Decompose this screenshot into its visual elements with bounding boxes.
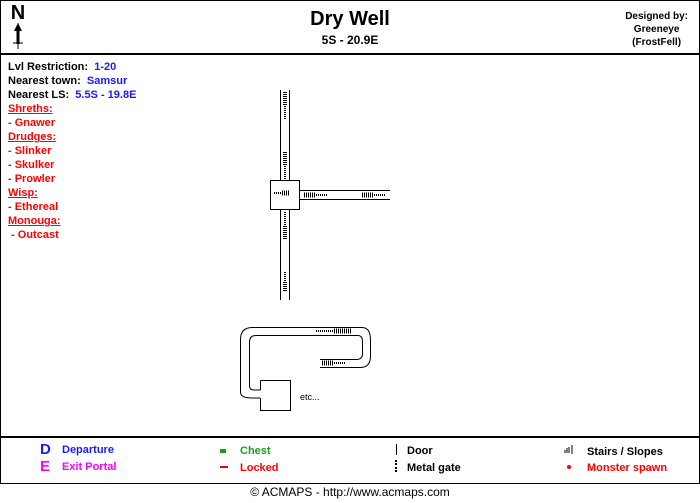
designer-group: (FrostFell) [632, 37, 682, 48]
nearest-lifestone: Nearest LS: 5.5S - 19.8E [8, 89, 137, 101]
stairs-icon [564, 445, 573, 454]
lower-room [260, 380, 291, 411]
legend-exit-portal: Exit Portal [62, 461, 117, 473]
metal-gate-icon [395, 460, 399, 472]
key-icon [220, 466, 228, 469]
north-arrow-icon [13, 23, 23, 49]
monster-list: Shreths: - Gnawer Drudges: - Slinker - S… [8, 102, 136, 242]
designer-label: Designed by: [625, 11, 688, 22]
chest-icon [220, 449, 226, 453]
departure-icon: D [40, 441, 51, 458]
page-title: Dry Well [310, 8, 390, 30]
header-divider [0, 53, 700, 55]
designer-name: Greeneye [633, 24, 680, 35]
legend-door: Door [407, 445, 433, 457]
monster: - Outcast [8, 229, 59, 241]
monster: - Skulker [8, 159, 55, 171]
designer-credit: Designed by: Greeneye (FrostFell) [625, 10, 688, 49]
dungeon-info: Lvl Restriction: 1-20 Nearest town: Sams… [8, 60, 136, 242]
legend-chest: Chest [240, 445, 271, 457]
monster: - Ethereal [8, 201, 59, 213]
legend-monster-spawn: Monster spawn [587, 462, 668, 474]
copyright-footer: © ACMAPS - http://www.acmaps.com [250, 485, 450, 499]
legend: D Departure E Exit Portal Chest Locked D… [0, 440, 700, 482]
compass-letter: N [10, 2, 26, 24]
legend-locked: Locked [240, 462, 279, 474]
monster-group: Shreths: [8, 103, 53, 115]
central-room [270, 180, 300, 210]
etc-label: etc... [300, 392, 320, 402]
compass: N [8, 3, 28, 54]
legend-departure: Departure [62, 444, 114, 456]
monster-group: Wisp: [8, 187, 38, 199]
dungeon-map: etc... [240, 90, 390, 411]
monster-group: Monouga: [8, 215, 61, 227]
legend-metal-gate: Metal gate [407, 462, 461, 474]
monster: - Prowler [8, 173, 56, 185]
level-restriction: Lvl Restriction: 1-20 [8, 61, 117, 73]
monster-group: Drudges: [8, 131, 57, 143]
monster-spawn-icon [567, 465, 571, 469]
exit-portal-icon: E [40, 458, 51, 475]
nearest-town: Nearest town: Samsur [8, 75, 128, 87]
monster: - Gnawer [8, 117, 56, 129]
legend-divider [0, 436, 700, 438]
monster: - Slinker [8, 145, 52, 157]
door-icon [396, 444, 397, 455]
map-coordinates: 5S - 20.9E [321, 33, 379, 47]
legend-stairs: Stairs / Slopes [587, 446, 663, 458]
